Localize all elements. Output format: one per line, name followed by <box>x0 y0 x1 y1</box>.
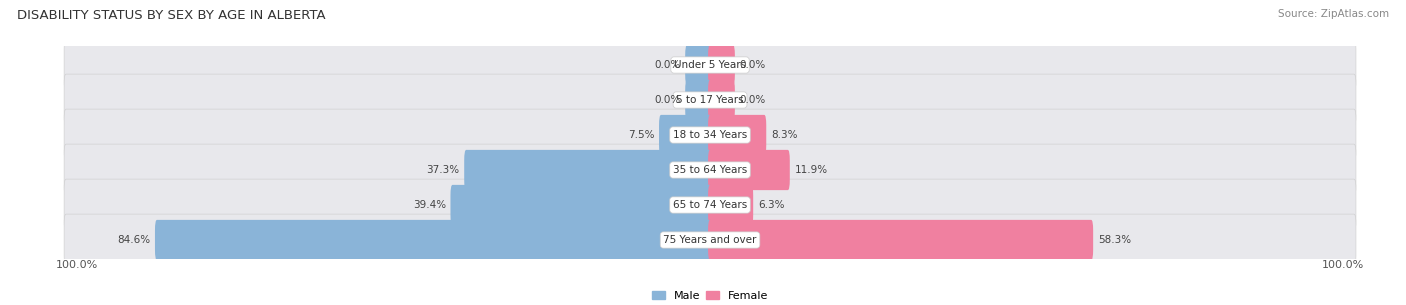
FancyBboxPatch shape <box>65 144 1355 196</box>
FancyBboxPatch shape <box>65 109 1355 161</box>
FancyBboxPatch shape <box>709 220 1092 260</box>
Text: 0.0%: 0.0% <box>654 95 681 105</box>
Text: Under 5 Years: Under 5 Years <box>673 60 747 70</box>
FancyBboxPatch shape <box>65 214 1355 266</box>
Text: 0.0%: 0.0% <box>654 60 681 70</box>
Text: 100.0%: 100.0% <box>1322 260 1364 270</box>
Text: 100.0%: 100.0% <box>56 260 98 270</box>
Text: 58.3%: 58.3% <box>1098 235 1130 245</box>
Text: 39.4%: 39.4% <box>413 200 446 210</box>
FancyBboxPatch shape <box>450 185 711 225</box>
Text: 37.3%: 37.3% <box>426 165 460 175</box>
Text: 11.9%: 11.9% <box>794 165 828 175</box>
FancyBboxPatch shape <box>155 220 711 260</box>
Text: 75 Years and over: 75 Years and over <box>664 235 756 245</box>
FancyBboxPatch shape <box>685 45 711 85</box>
Text: 35 to 64 Years: 35 to 64 Years <box>673 165 747 175</box>
FancyBboxPatch shape <box>709 45 735 85</box>
FancyBboxPatch shape <box>65 39 1355 91</box>
FancyBboxPatch shape <box>659 115 711 155</box>
Text: Source: ZipAtlas.com: Source: ZipAtlas.com <box>1278 9 1389 19</box>
FancyBboxPatch shape <box>464 150 711 190</box>
FancyBboxPatch shape <box>709 150 790 190</box>
Text: 65 to 74 Years: 65 to 74 Years <box>673 200 747 210</box>
Text: 5 to 17 Years: 5 to 17 Years <box>676 95 744 105</box>
FancyBboxPatch shape <box>709 80 735 120</box>
Text: 6.3%: 6.3% <box>758 200 785 210</box>
Legend: Male, Female: Male, Female <box>651 291 769 301</box>
Text: 18 to 34 Years: 18 to 34 Years <box>673 130 747 140</box>
Text: 7.5%: 7.5% <box>628 130 654 140</box>
Text: 84.6%: 84.6% <box>117 235 150 245</box>
Text: 8.3%: 8.3% <box>770 130 797 140</box>
Text: DISABILITY STATUS BY SEX BY AGE IN ALBERTA: DISABILITY STATUS BY SEX BY AGE IN ALBER… <box>17 9 326 22</box>
Text: 0.0%: 0.0% <box>740 95 766 105</box>
FancyBboxPatch shape <box>709 185 754 225</box>
FancyBboxPatch shape <box>709 115 766 155</box>
FancyBboxPatch shape <box>685 80 711 120</box>
Text: 0.0%: 0.0% <box>740 60 766 70</box>
FancyBboxPatch shape <box>65 179 1355 231</box>
FancyBboxPatch shape <box>65 74 1355 126</box>
